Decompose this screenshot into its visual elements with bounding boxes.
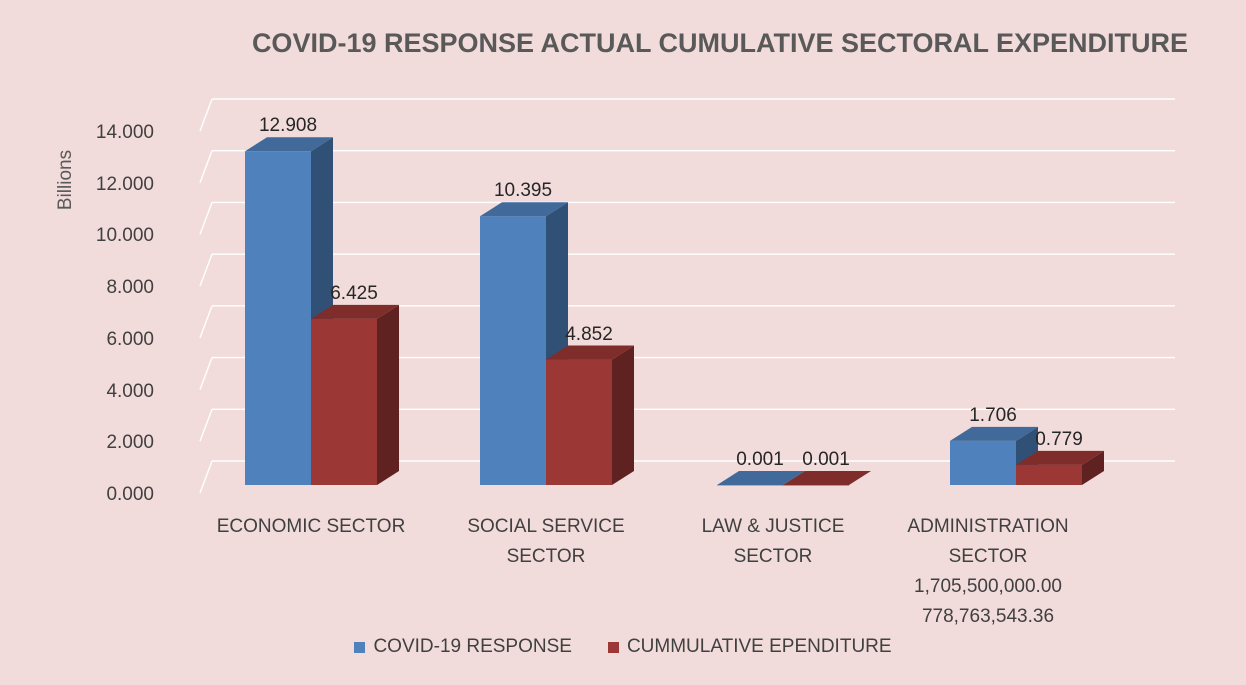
chart-title: COVID-19 RESPONSE ACTUAL CUMULATIVE SECT…	[251, 28, 1189, 58]
bar-top	[1016, 450, 1104, 465]
data-label: 10.395	[493, 180, 553, 202]
bar-front	[783, 484, 849, 486]
gridline-edge	[199, 150, 213, 183]
bar-front	[311, 318, 377, 485]
gridline-edge	[199, 98, 213, 132]
bar-front	[950, 440, 1016, 485]
category-sublabels: 1,705,500,000.00 778,763,543.36	[868, 572, 1108, 632]
category-label-line: SECTOR	[733, 546, 813, 567]
category-label-line: ADMINISTRATION	[907, 516, 1069, 537]
gridline-edge	[199, 253, 213, 287]
y-tick-label: 10.000	[95, 225, 154, 247]
bar-top	[245, 137, 333, 152]
bar-top	[311, 304, 399, 319]
data-label: 4.852	[565, 323, 613, 345]
y-tick-label: 12.000	[95, 173, 154, 195]
legend-item-covid-response: COVID-19 RESPONSE	[354, 636, 572, 658]
legend-item-cumulative-expenditure: CUMMULATIVE EPENDITURE	[607, 636, 892, 658]
category-label-line: SOCIAL SERVICE	[467, 516, 625, 537]
bar-side	[377, 304, 399, 485]
y-tick-label: 0.000	[106, 484, 154, 505]
category-label-line: SECTOR	[506, 546, 586, 567]
y-tick-label: 8.000	[106, 277, 154, 299]
y-tick-label: 2.000	[106, 432, 154, 454]
bar-front	[546, 359, 612, 485]
y-tick-label: 6.000	[106, 328, 154, 350]
category-label: SOCIAL SERVICE SECTOR	[431, 512, 661, 572]
y-tick-label: 4.000	[106, 380, 154, 402]
bar-side	[1082, 450, 1104, 485]
y-tick-label: 14.000	[95, 122, 154, 143]
legend-label-covid-response: COVID-19 RESPONSE	[373, 636, 572, 657]
legend-label-cumulative-expenditure: CUMMULATIVE EPENDITURE	[626, 636, 892, 657]
bar-top	[480, 202, 568, 217]
data-label: 12.908	[258, 115, 318, 137]
bar-front	[1016, 464, 1082, 485]
category-label-line: ECONOMIC SECTOR	[216, 516, 406, 537]
category-sublabel: 778,763,543.36	[921, 606, 1055, 627]
bar-top	[546, 345, 634, 360]
bar-top	[717, 470, 805, 485]
category-label: ECONOMIC SECTOR	[196, 512, 426, 542]
gridline-edge	[199, 460, 213, 494]
bar-top	[950, 426, 1038, 441]
bar-front	[717, 484, 783, 486]
gridline-edge	[199, 357, 213, 390]
bar-front	[480, 216, 546, 485]
gridline-edge	[199, 305, 213, 339]
category-label-line: SECTOR	[948, 546, 1028, 567]
y-axis-label: Billions	[55, 149, 76, 211]
data-label: 6.425	[330, 282, 378, 304]
category-sublabel: 1,705,500,000.00	[914, 576, 1062, 597]
legend: COVID-19 RESPONSE CUMMULATIVE EPENDITURE	[0, 636, 1246, 658]
bar-top	[783, 470, 871, 485]
legend-swatch-cumulative-expenditure	[607, 641, 619, 653]
gridline-edge	[199, 202, 213, 235]
legend-swatch-covid-response	[354, 641, 366, 653]
bar-side	[849, 470, 871, 485]
bar-side	[612, 345, 634, 485]
category-label: LAW & JUSTICE SECTOR	[658, 512, 888, 572]
category-label: ADMINISTRATION SECTOR	[873, 512, 1103, 572]
category-label-line: LAW & JUSTICE	[701, 516, 845, 537]
data-label: 0.779	[1035, 428, 1083, 450]
data-label: 0.001	[802, 448, 850, 470]
bar-front	[245, 151, 311, 485]
gridline-edge	[199, 409, 213, 442]
data-label: 0.001	[736, 448, 784, 470]
data-label: 1.706	[969, 404, 1017, 426]
